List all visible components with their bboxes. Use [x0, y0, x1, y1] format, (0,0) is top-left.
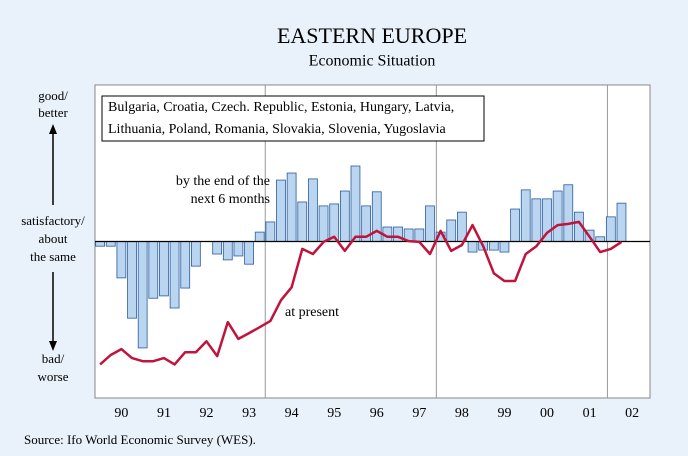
- side-label: bad/: [42, 351, 65, 366]
- bar: [233, 241, 244, 257]
- bar: [318, 205, 329, 242]
- bar: [499, 241, 510, 253]
- bar-annotation: by the end of the: [176, 174, 270, 189]
- bar: [552, 190, 563, 242]
- side-label: satisfactory/: [21, 213, 85, 228]
- bar: [616, 202, 627, 242]
- bar: [222, 241, 233, 261]
- line: [99, 220, 623, 366]
- bar: [488, 241, 499, 251]
- bar: [265, 221, 276, 242]
- bar: [286, 172, 297, 242]
- bar: [105, 241, 116, 247]
- x-tick-label: 94: [285, 406, 299, 421]
- side-label: better: [38, 105, 68, 120]
- chart-subtitle: Economic Situation: [309, 53, 436, 70]
- bar: [116, 241, 127, 279]
- bar: [563, 184, 574, 242]
- bar: [148, 241, 159, 299]
- bar: [510, 208, 520, 242]
- bar: [180, 241, 191, 289]
- bar: [350, 165, 361, 242]
- side-label: about: [39, 231, 68, 246]
- bar: [137, 241, 148, 349]
- side-label: worse: [37, 369, 68, 384]
- x-tick-label: 97: [412, 406, 426, 421]
- line-annotation: at present: [285, 305, 339, 320]
- bar: [339, 190, 350, 242]
- x-tick-label: 01: [583, 406, 597, 421]
- bar: [191, 241, 201, 267]
- bar: [308, 178, 318, 242]
- bar: [605, 216, 616, 242]
- bar: [212, 241, 223, 255]
- x-tick-label: 02: [625, 406, 639, 421]
- bar: [531, 198, 542, 242]
- bar: [414, 228, 425, 242]
- bar: [159, 241, 169, 297]
- arrow-head: [49, 124, 57, 134]
- bar: [254, 231, 265, 242]
- bar: [95, 241, 105, 247]
- bar: [467, 241, 478, 253]
- x-tick-label: 98: [455, 406, 469, 421]
- bar: [169, 241, 180, 309]
- country-box: [101, 95, 485, 142]
- x-tick-label: 00: [540, 406, 554, 421]
- bar: [446, 219, 457, 242]
- bar: [520, 189, 531, 242]
- bar-annotation: next 6 months: [191, 192, 270, 207]
- side-label: the same: [30, 249, 76, 264]
- side-label: good/: [38, 88, 68, 103]
- bar: [276, 179, 286, 242]
- bar: [127, 241, 137, 319]
- x-tick-label: 99: [497, 406, 511, 421]
- x-tick-label: 93: [242, 406, 256, 421]
- x-tick-label: 96: [370, 406, 384, 421]
- box-text: Bulgaria, Croatia, Czech. Republic, Esto…: [108, 100, 454, 115]
- box-text: Lithuania, Poland, Romania, Slovakia, Sl…: [108, 122, 447, 137]
- bar: [244, 241, 254, 265]
- x-tick-label: 95: [327, 406, 341, 421]
- arrow-head: [49, 341, 57, 351]
- bar: [297, 201, 308, 242]
- x-tick-label: 91: [157, 406, 171, 421]
- source: Source: Ifo World Economic Survey (WES).: [24, 432, 256, 447]
- bar: [425, 205, 435, 242]
- chart-title: EASTERN EUROPE: [277, 23, 467, 48]
- x-tick-label: 92: [200, 406, 214, 421]
- x-tick-label: 90: [114, 406, 128, 421]
- bar: [595, 236, 606, 242]
